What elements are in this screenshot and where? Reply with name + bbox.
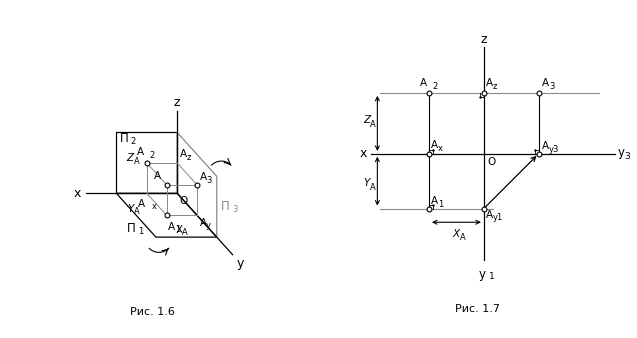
Text: Y: Y xyxy=(364,178,370,188)
Text: z: z xyxy=(174,96,180,108)
Text: O: O xyxy=(487,158,496,167)
Text: 3: 3 xyxy=(206,176,211,185)
Text: 1: 1 xyxy=(139,227,144,237)
Text: A: A xyxy=(154,171,161,181)
Text: O: O xyxy=(180,196,188,207)
Text: 2: 2 xyxy=(433,82,438,91)
Text: A: A xyxy=(485,78,493,88)
Text: A: A xyxy=(136,147,144,158)
Text: Z: Z xyxy=(127,153,134,163)
Text: y: y xyxy=(237,257,244,270)
Text: 1: 1 xyxy=(489,272,495,282)
Text: y: y xyxy=(618,146,625,159)
Text: A: A xyxy=(541,141,548,151)
Text: y1: y1 xyxy=(493,213,503,222)
Text: x: x xyxy=(360,147,368,160)
Text: A: A xyxy=(420,78,427,88)
Text: A: A xyxy=(431,140,438,150)
Text: A: A xyxy=(199,172,206,182)
Text: x: x xyxy=(438,144,443,153)
Text: A: A xyxy=(134,207,140,216)
Text: 3: 3 xyxy=(549,82,555,91)
Text: П: П xyxy=(220,200,229,213)
Text: 3: 3 xyxy=(625,152,631,161)
Text: z: z xyxy=(493,82,497,91)
Text: П: П xyxy=(119,132,128,145)
Text: z: z xyxy=(480,33,487,46)
Text: 2: 2 xyxy=(150,151,155,161)
Text: A: A xyxy=(182,228,188,237)
Text: X: X xyxy=(453,229,460,239)
Text: A: A xyxy=(431,195,438,206)
Text: Рис. 1.7: Рис. 1.7 xyxy=(455,304,500,314)
Text: y3: y3 xyxy=(549,145,560,154)
Text: A: A xyxy=(485,210,493,220)
Text: 1: 1 xyxy=(438,199,443,209)
Text: x: x xyxy=(152,202,156,211)
Text: y: y xyxy=(479,268,486,281)
Text: Z: Z xyxy=(363,115,370,125)
Text: A: A xyxy=(541,78,548,88)
Text: x: x xyxy=(73,187,80,200)
Text: 2: 2 xyxy=(131,137,136,146)
Text: A: A xyxy=(370,183,376,192)
Text: A: A xyxy=(138,199,145,209)
Text: 3: 3 xyxy=(232,205,238,214)
Text: A: A xyxy=(199,218,206,228)
Text: A: A xyxy=(168,222,175,232)
Text: Рис. 1.6: Рис. 1.6 xyxy=(131,307,175,317)
Text: A: A xyxy=(180,149,187,159)
Text: 1: 1 xyxy=(175,225,180,234)
Text: X: X xyxy=(176,225,183,235)
Text: П: П xyxy=(127,222,136,236)
Text: A: A xyxy=(134,157,140,166)
Text: y: y xyxy=(206,221,211,230)
Text: z: z xyxy=(187,153,190,162)
Text: Y: Y xyxy=(127,203,133,214)
Text: A: A xyxy=(370,120,376,129)
Text: A: A xyxy=(461,233,466,242)
